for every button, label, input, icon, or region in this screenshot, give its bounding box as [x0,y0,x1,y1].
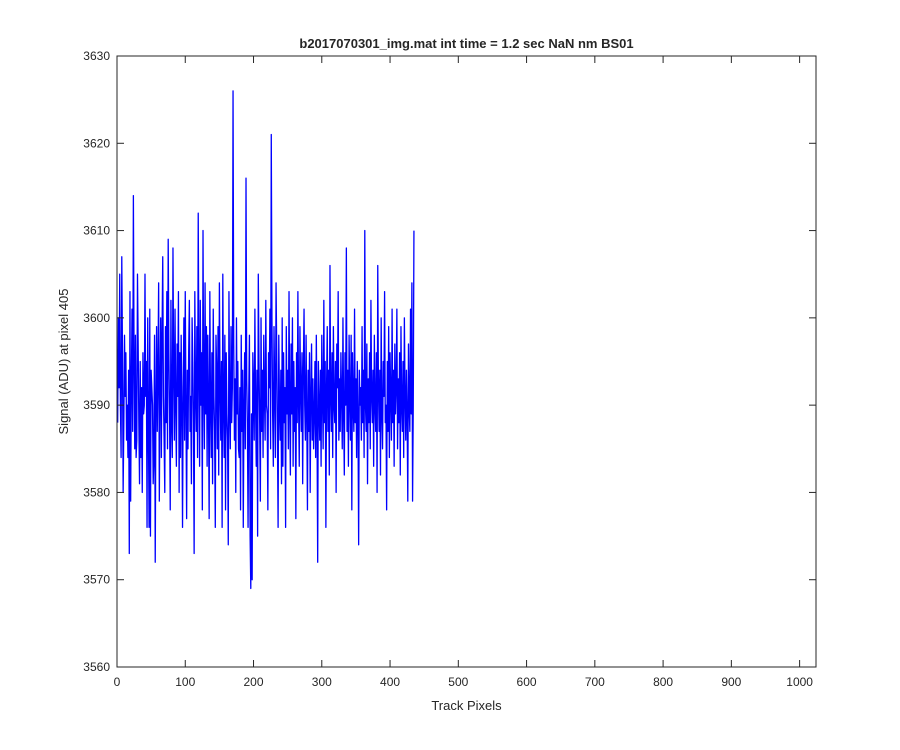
x-tick-label: 1000 [786,675,813,689]
series-layer [117,90,415,590]
y-tick-label: 3580 [83,485,110,499]
x-tick-label: 400 [380,675,400,689]
x-tick-label: 300 [312,675,332,689]
x-axis-label: Track Pixels [431,698,502,713]
y-tick-label: 3620 [83,136,110,150]
x-tick-label: 700 [585,675,605,689]
chart-title: b2017070301_img.mat int time = 1.2 sec N… [299,36,633,51]
y-tick-label: 3610 [83,224,110,238]
x-tick-label: 900 [721,675,741,689]
y-axis-label: Signal (ADU) at pixel 405 [56,289,71,435]
axes-frame [116,55,817,668]
y-tick-label: 3570 [83,573,110,587]
x-tick-label: 0 [114,675,121,689]
x-tick-label: 200 [244,675,264,689]
y-tick-label: 3600 [83,311,110,325]
y-tick-label: 3590 [83,398,110,412]
y-tick-label: 3560 [83,660,110,674]
data-series-line [117,90,415,590]
x-tick-label: 100 [175,675,195,689]
x-tick-label: 500 [448,675,468,689]
x-tick-label: 600 [517,675,537,689]
axes-layer: 0 100 200 300 400 500 600 700 800 900 1000 3560 3570… [83,49,817,689]
y-tick-label: 3630 [83,49,110,63]
x-tick-label: 800 [653,675,673,689]
